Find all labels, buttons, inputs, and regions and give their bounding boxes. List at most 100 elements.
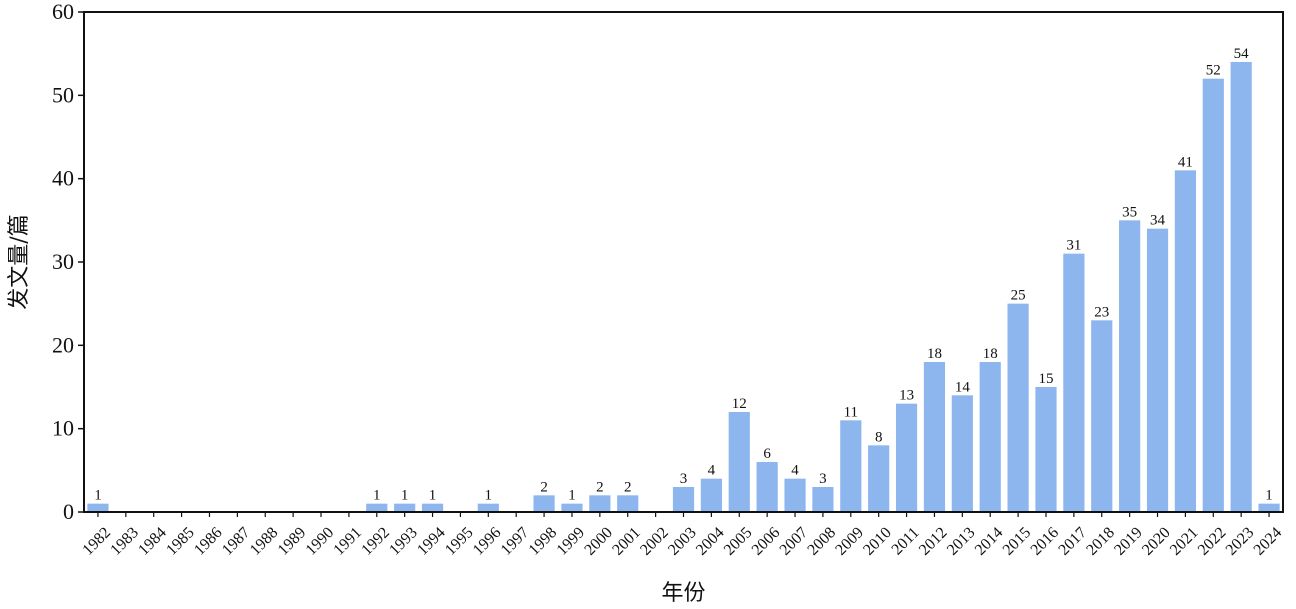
data-label-2022: 52	[1206, 63, 1221, 79]
x-tick-label-2020: 2020	[1139, 524, 1174, 559]
x-tick-label-1999: 1999	[554, 524, 589, 559]
bar-2014	[979, 362, 1001, 512]
bar-2006	[756, 462, 778, 512]
data-label-2024: 1	[1265, 488, 1273, 504]
bars-group	[87, 62, 1280, 513]
bar-1996	[477, 503, 499, 512]
x-tick-label-2013: 2013	[944, 524, 979, 559]
data-label-2015: 25	[1011, 288, 1026, 304]
y-tick-label-0: 0	[63, 499, 74, 524]
bar-1993	[394, 503, 416, 512]
data-label-1996: 1	[485, 488, 493, 504]
y-axis-title: 发文量/篇	[7, 214, 32, 309]
x-tick-label-1988: 1988	[247, 524, 282, 559]
x-tick-label-1996: 1996	[470, 524, 505, 559]
data-label-2019: 35	[1122, 204, 1137, 220]
data-label-2014: 18	[983, 346, 998, 362]
x-tick-label-2012: 2012	[916, 524, 951, 559]
x-tick-label-1990: 1990	[303, 524, 338, 559]
bar-1998	[533, 495, 555, 512]
data-label-2021: 41	[1178, 154, 1193, 170]
data-label-2000: 2	[596, 479, 604, 495]
x-tick-label-1982: 1982	[79, 524, 114, 559]
data-label-1999: 1	[568, 488, 576, 504]
data-label-2017: 31	[1066, 238, 1081, 254]
x-tick-label-1986: 1986	[191, 524, 226, 559]
x-tick-label-1983: 1983	[107, 524, 142, 559]
data-label-1992: 1	[373, 488, 381, 504]
data-label-2013: 14	[955, 379, 971, 395]
data-label-2010: 8	[875, 429, 883, 445]
x-tick-label-2001: 2001	[609, 524, 644, 559]
plot-frame	[83, 11, 1284, 513]
x-tick-label-2004: 2004	[693, 524, 728, 559]
bar-2009	[840, 420, 862, 512]
y-tick-label-50: 50	[52, 82, 74, 107]
x-tick-label-1987: 1987	[219, 524, 254, 559]
data-label-2008: 3	[819, 471, 827, 487]
bar-1992	[366, 503, 388, 512]
y-tick-label-40: 40	[52, 166, 74, 191]
data-label-2018: 23	[1094, 304, 1109, 320]
data-label-2006: 6	[763, 446, 771, 462]
x-tick-label-2011: 2011	[889, 524, 923, 558]
data-label-2011: 13	[899, 388, 914, 404]
data-label-1994: 1	[429, 488, 437, 504]
data-label-2003: 3	[680, 471, 688, 487]
bar-1999	[561, 503, 583, 512]
x-axis-ticks: 1982198319841985198619871988198919901991…	[79, 512, 1285, 559]
x-tick-label-2024: 2024	[1251, 524, 1286, 559]
x-tick-label-2010: 2010	[860, 524, 895, 559]
bar-2005	[728, 412, 750, 512]
x-tick-label-2021: 2021	[1167, 524, 1202, 559]
bar-2012	[923, 362, 946, 512]
x-tick-label-2002: 2002	[637, 524, 672, 559]
x-tick-label-2019: 2019	[1111, 524, 1146, 559]
bar-2016	[1035, 387, 1057, 512]
bar-2010	[868, 445, 890, 512]
x-tick-label-2023: 2023	[1223, 524, 1258, 559]
bar-2008	[812, 487, 834, 512]
x-tick-label-1992: 1992	[358, 524, 393, 559]
x-tick-label-1994: 1994	[414, 524, 449, 559]
data-label-2001: 2	[624, 479, 632, 495]
data-label-1998: 2	[540, 479, 548, 495]
x-tick-label-1989: 1989	[275, 524, 310, 559]
bar-2011	[895, 403, 918, 512]
bar-2003	[672, 487, 695, 512]
y-axis-ticks: 0 10 20 30 40 50 60	[52, 0, 84, 524]
x-tick-label-2007: 2007	[777, 524, 812, 559]
x-axis-title: 年份	[661, 581, 705, 606]
bar-2015	[1007, 303, 1029, 512]
data-label-1993: 1	[401, 488, 409, 504]
bar-1982	[87, 503, 109, 512]
x-tick-label-2016: 2016	[1028, 524, 1063, 559]
x-tick-label-2006: 2006	[749, 524, 784, 559]
bar-2024	[1258, 503, 1280, 512]
x-tick-label-1985: 1985	[163, 524, 198, 559]
x-tick-label-2018: 2018	[1083, 524, 1118, 559]
data-label-2009: 11	[844, 404, 858, 420]
x-tick-label-2009: 2009	[832, 524, 867, 559]
x-tick-label-1993: 1993	[386, 524, 421, 559]
bar-2019	[1119, 220, 1141, 512]
data-label-2023: 54	[1234, 46, 1250, 62]
data-label-2020: 34	[1150, 213, 1166, 229]
bar-2000	[589, 495, 611, 512]
data-label-2004: 4	[708, 463, 716, 479]
x-tick-label-2017: 2017	[1055, 524, 1090, 559]
x-tick-label-1984: 1984	[135, 524, 170, 559]
bar-2021	[1174, 170, 1196, 512]
bar-2023	[1230, 62, 1252, 512]
y-tick-label-20: 20	[52, 332, 74, 357]
x-tick-label-2005: 2005	[721, 524, 756, 559]
data-label-2012: 18	[927, 346, 942, 362]
x-tick-label-1997: 1997	[498, 524, 533, 559]
bar-2013	[951, 395, 973, 512]
x-tick-label-2000: 2000	[581, 524, 616, 559]
bar-1994	[421, 503, 444, 512]
x-tick-label-2008: 2008	[804, 524, 839, 559]
bar-2022	[1202, 78, 1224, 513]
